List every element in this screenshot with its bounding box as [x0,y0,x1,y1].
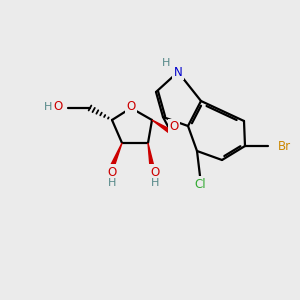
Text: Cl: Cl [194,178,206,190]
Text: O: O [54,100,63,113]
Text: H: H [151,178,159,188]
Text: O: O [150,166,160,178]
Polygon shape [152,120,172,134]
Text: O: O [169,121,178,134]
Text: H: H [162,58,170,68]
Text: N: N [174,65,182,79]
Text: O: O [126,100,136,113]
Text: O: O [107,166,117,178]
Polygon shape [110,143,122,168]
Text: H: H [44,102,52,112]
Text: Br: Br [278,140,291,152]
Polygon shape [148,143,154,167]
Text: H: H [108,178,116,188]
